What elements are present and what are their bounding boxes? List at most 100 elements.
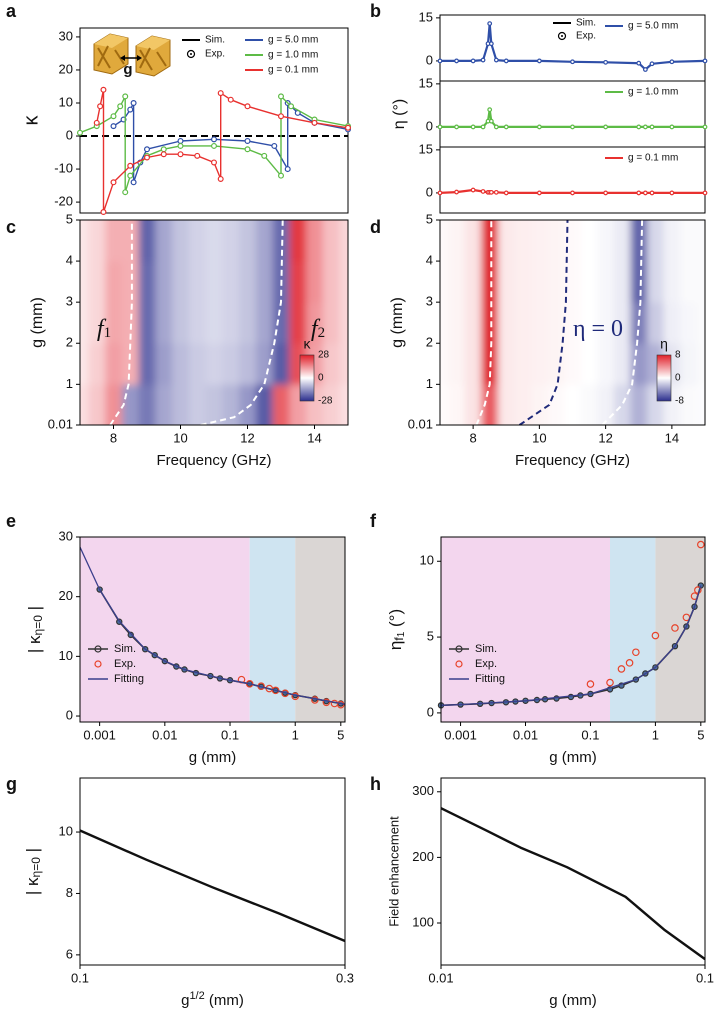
x-tick-label: 5: [697, 727, 704, 742]
heatmap-cell: [531, 220, 549, 262]
heatmap-cell: [239, 261, 257, 303]
data-point: [100, 86, 107, 93]
heatmap-cell: [647, 302, 665, 344]
heatmap-cell: [696, 343, 705, 385]
label-part: η=0: [29, 857, 43, 878]
data-point: [437, 124, 443, 130]
heatmap-cell: [80, 220, 89, 262]
heatmap-cell: [464, 384, 482, 425]
heatmap-cell: [497, 220, 516, 262]
x-tick-label: 0.1: [581, 727, 599, 742]
y-tick-label: 15: [419, 75, 433, 90]
heatmap-cell: [188, 384, 207, 425]
heatmap-cell: [464, 220, 482, 262]
heatmap-cell: [531, 384, 549, 425]
boundary-curve: [601, 220, 644, 425]
heatmap-cell: [481, 220, 499, 262]
data-point: [284, 166, 291, 173]
heatmap-cell: [88, 220, 106, 262]
data-point: [669, 190, 675, 196]
data-point: [536, 190, 542, 196]
y-tick-label: 8: [66, 885, 73, 900]
data-point: [570, 190, 575, 196]
heatmap-cell: [272, 302, 290, 344]
heatmap-cell: [696, 302, 705, 344]
heatmap-cell: [663, 302, 681, 344]
heatmap-cell: [514, 220, 532, 262]
boundary-curve: [109, 220, 133, 425]
data-point: [636, 124, 642, 130]
heatmap-cell: [547, 220, 565, 262]
panel-label: d: [370, 217, 381, 237]
y-tick-label: 0.01: [48, 416, 73, 431]
series-line: [79, 546, 346, 705]
heatmap-cell: [564, 220, 582, 262]
legend-label: g = 1.0 mm: [268, 50, 318, 61]
data-point: [636, 190, 642, 196]
data-point: [288, 103, 295, 110]
x-tick-label: 14: [665, 430, 679, 445]
region-band: [441, 537, 611, 722]
heatmap-cell: [647, 261, 665, 303]
heatmap-cell: [205, 261, 223, 303]
heatmap-cell: [696, 220, 705, 262]
heatmap-cell: [322, 261, 341, 303]
y-tick-label: 5: [427, 629, 434, 644]
data-point: [211, 159, 218, 166]
y-tick-label: 1: [66, 376, 73, 391]
heatmap-cell: [188, 261, 207, 303]
heatmap-cell: [680, 343, 698, 385]
y-tick-label: 10: [59, 94, 73, 109]
data-point: [454, 189, 459, 195]
data-point: [470, 187, 476, 193]
heatmap-cell: [547, 343, 565, 385]
legend-label: Fitting: [114, 673, 144, 685]
y-tick-label: 0: [426, 184, 433, 199]
x-tick-label: 5: [337, 727, 344, 742]
heatmap-cell: [448, 343, 466, 385]
data-point: [100, 209, 107, 216]
data-point: [110, 123, 117, 130]
series-line: [96, 89, 349, 213]
data-point: [211, 136, 218, 143]
heatmap-cell: [531, 343, 549, 385]
data-point: [606, 678, 614, 687]
data-point: [278, 93, 285, 100]
data-point: [211, 142, 218, 149]
data-point: [160, 151, 167, 158]
heatmap-cell: [547, 384, 565, 425]
colorbar-tick-label: 0: [318, 373, 324, 384]
heatmap-cell: [255, 220, 274, 262]
heatmap-cell: [497, 384, 516, 425]
heatmap-cell: [663, 220, 681, 262]
y-tick-label: 6: [66, 946, 73, 961]
data-point: [454, 124, 459, 130]
heatmap: [80, 220, 348, 425]
data-point: [632, 648, 640, 657]
legend-label: Exp.: [576, 31, 596, 42]
x-tick-label: 8: [110, 430, 117, 445]
data-point: [127, 172, 134, 179]
y-tick-label: 1: [426, 376, 433, 391]
heatmap-cell: [80, 302, 89, 344]
series-line: [440, 807, 706, 961]
data-point: [480, 57, 486, 63]
heatmap-cell: [630, 261, 648, 303]
heatmap-cell: [481, 384, 499, 425]
heatmap-cell: [88, 261, 106, 303]
heatmap-cell: [680, 220, 698, 262]
data-point: [702, 124, 708, 130]
x-tick-label: 8: [470, 430, 477, 445]
annotation-part: f: [97, 316, 107, 342]
data-point: [603, 59, 609, 65]
data-point: [603, 190, 609, 196]
label-part: (°): [386, 609, 405, 632]
heatmap-cell: [322, 220, 341, 262]
y-tick-label: 5: [426, 211, 433, 226]
legend-label: Exp.: [205, 49, 225, 60]
x-tick-label: 1: [292, 727, 299, 742]
data-point: [487, 21, 493, 27]
data-point: [454, 58, 459, 64]
heatmap-cell: [222, 302, 240, 344]
